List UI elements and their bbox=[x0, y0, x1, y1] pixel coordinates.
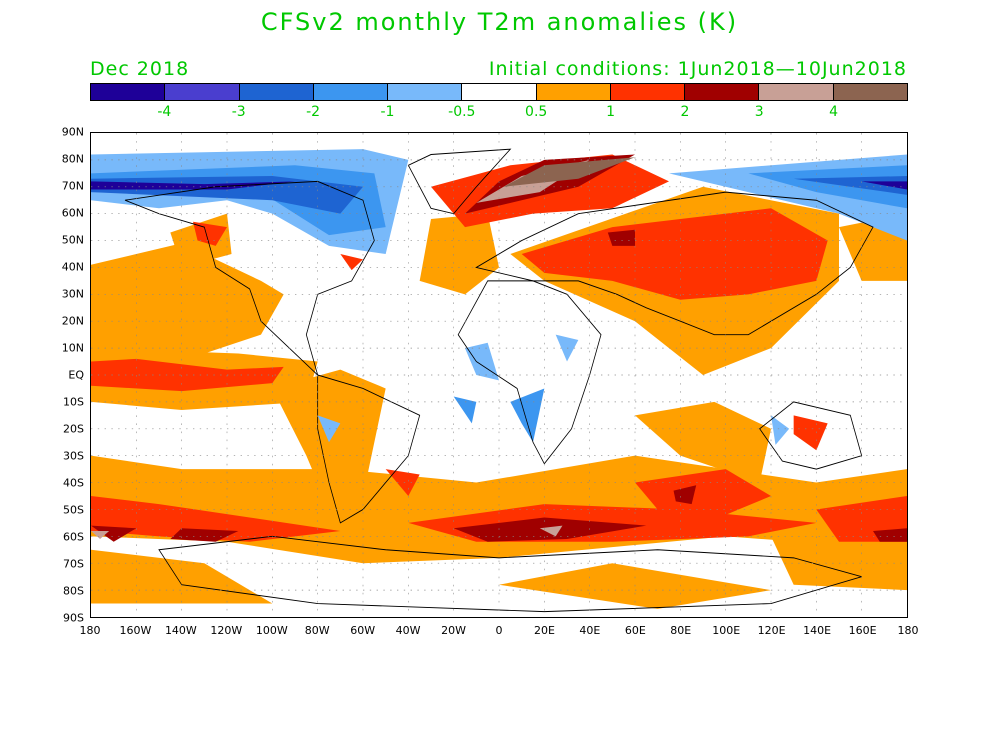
latitude-tick-label: 20N bbox=[61, 314, 84, 328]
longitude-tick-label: 100W bbox=[255, 624, 288, 637]
map-frame bbox=[90, 132, 908, 618]
colorbar-tick-label: 2 bbox=[680, 104, 690, 120]
latitude-tick-label: 60N bbox=[61, 206, 84, 220]
latitude-tick-label: 60S bbox=[63, 530, 84, 544]
longitude-tick-label: 160E bbox=[848, 624, 877, 637]
valid-month-label: Dec 2018 bbox=[90, 58, 190, 80]
colorbar-labels: -4 -3 -2 -1 -0.5 0.5 1 2 3 4 bbox=[90, 104, 908, 120]
colorbar-segment bbox=[165, 84, 240, 100]
longitude-tick-label: 140W bbox=[164, 624, 197, 637]
longitude-tick-label: 140E bbox=[803, 624, 832, 637]
longitude-tick-label: 40W bbox=[395, 624, 421, 637]
colorbar-tick-label: -3 bbox=[231, 104, 246, 120]
colorbar bbox=[90, 83, 908, 101]
colorbar-tick-label: -4 bbox=[157, 104, 172, 120]
anomaly-band-cold-extreme bbox=[91, 181, 907, 190]
longitude-tick-label: 20E bbox=[533, 624, 555, 637]
chart-title: CFSv2 monthly T2m anomalies (K) bbox=[260, 8, 739, 36]
colorbar-tick-label: -0.5 bbox=[448, 104, 476, 120]
longitude-tick-label: 100E bbox=[712, 624, 741, 637]
colorbar-segment bbox=[610, 84, 686, 100]
colorbar-tick-label: 3 bbox=[754, 104, 764, 120]
anomaly-band-gt4 bbox=[503, 157, 635, 187]
latitude-tick-label: 40S bbox=[63, 476, 84, 490]
latitude-tick-label: 80S bbox=[63, 584, 84, 598]
longitude-tick-label: 60E bbox=[624, 624, 646, 637]
colorbar-segment bbox=[388, 84, 463, 100]
colorbar-segment bbox=[833, 84, 907, 100]
longitude-tick-label: 0 bbox=[495, 624, 503, 637]
longitude-tick-label: 120W bbox=[210, 624, 243, 637]
colorbar-tick-label: 0.5 bbox=[525, 104, 548, 120]
latitude-tick-label: 30S bbox=[63, 449, 84, 463]
colorbar-segment bbox=[759, 84, 834, 100]
longitude-tick-label: 180 bbox=[897, 624, 919, 637]
colorbar-segment bbox=[685, 84, 760, 100]
latitude-tick-label: 80N bbox=[61, 152, 84, 166]
colorbar-tick-label: -2 bbox=[306, 104, 321, 120]
latitude-tick-label: EQ bbox=[68, 368, 84, 382]
longitude-tick-label: 40E bbox=[579, 624, 601, 637]
longitude-tick-label: 80W bbox=[304, 624, 330, 637]
latitude-tick-label: 90S bbox=[63, 611, 84, 625]
longitude-tick-label: 60W bbox=[350, 624, 376, 637]
latitude-tick-label: 10S bbox=[63, 395, 84, 409]
latitude-tick-label: 20S bbox=[63, 422, 84, 436]
colorbar-segment bbox=[536, 84, 611, 100]
colorbar-tick-label: 4 bbox=[829, 104, 839, 120]
colorbar-segment bbox=[91, 84, 166, 100]
latitude-tick-label: 30N bbox=[61, 287, 84, 301]
colorbar-tick-label: 1 bbox=[606, 104, 615, 120]
longitude-tick-label: 80E bbox=[670, 624, 692, 637]
longitude-tick-label: 20W bbox=[441, 624, 466, 637]
latitude-tick-label: 70S bbox=[63, 557, 84, 571]
latitude-tick-label: 90N bbox=[61, 125, 84, 139]
longitude-tick-label: 120E bbox=[757, 624, 786, 637]
colorbar-segment bbox=[313, 84, 389, 100]
latitude-tick-label: 50N bbox=[61, 233, 84, 247]
colorbar-segment bbox=[462, 84, 537, 100]
initial-conditions-label: Initial conditions: 1Jun2018—10Jun2018 bbox=[488, 58, 907, 80]
colorbar-tick-label: -1 bbox=[380, 104, 395, 120]
latitude-tick-label: 50S bbox=[63, 503, 84, 517]
latitude-tick-label: 40N bbox=[61, 260, 84, 274]
graticule-grid bbox=[91, 133, 907, 617]
colorbar-segment bbox=[239, 84, 314, 100]
latitude-tick-label: 10N bbox=[61, 341, 84, 355]
longitude-tick-label: 180 bbox=[79, 624, 101, 637]
latitude-tick-label: 70N bbox=[61, 179, 84, 193]
longitude-tick-label: 160W bbox=[119, 624, 152, 637]
anomaly-map bbox=[91, 133, 907, 617]
